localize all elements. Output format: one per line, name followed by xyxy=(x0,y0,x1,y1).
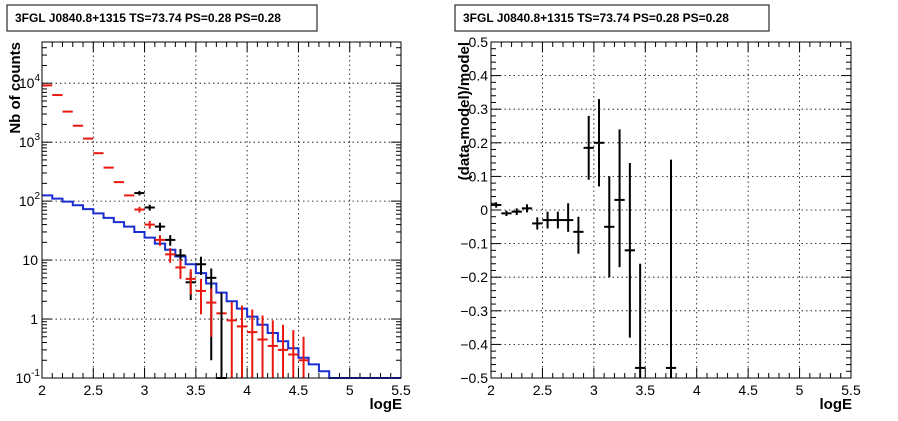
data-point xyxy=(144,204,155,211)
residual-point xyxy=(604,176,615,278)
left-x-tick-label: 3.5 xyxy=(186,382,206,398)
left-x-tick-label: 4 xyxy=(243,382,251,398)
right-y-tick-label: 0.5 xyxy=(469,34,489,50)
model-point xyxy=(185,269,196,295)
right-y-tick-label: −0.2 xyxy=(460,269,488,285)
left-plot-frame xyxy=(41,41,402,379)
right-y-tick-label: −0.4 xyxy=(460,336,488,352)
right-chart-title: 3FGL J0840.8+1315 TS=73.74 PS=0.28 PS=0.… xyxy=(463,11,729,25)
model-point xyxy=(175,259,186,279)
data-point xyxy=(134,190,145,196)
residual-point xyxy=(521,204,533,213)
left-chart-title: 3FGL J0840.8+1315 TS=73.74 PS=0.28 PS=0.… xyxy=(15,11,281,25)
residual-point xyxy=(624,162,635,338)
left-y-tick-label: 10-1 xyxy=(16,368,41,386)
residual-point xyxy=(665,159,677,378)
residual-point xyxy=(501,210,512,217)
residual-point xyxy=(593,99,605,187)
model-point xyxy=(195,278,207,315)
residual-point xyxy=(542,211,553,229)
right-y-tick-label: 0 xyxy=(480,202,488,218)
residual-point xyxy=(583,115,594,180)
residual-point xyxy=(491,202,502,208)
residual-point xyxy=(552,211,563,229)
model-point xyxy=(236,305,248,378)
right-y-tick-label: 0.4 xyxy=(469,68,489,84)
left-x-tick-label: 5 xyxy=(346,382,354,398)
model-point xyxy=(206,288,217,337)
left-x-axis-title: logE xyxy=(370,396,403,413)
right-y-tick-label: 0.3 xyxy=(469,101,489,117)
left-x-tick-label: 3 xyxy=(141,382,149,398)
left-x-tick-label: 2.5 xyxy=(84,382,104,398)
model-point xyxy=(277,324,289,378)
right-plot-frame xyxy=(490,41,852,379)
right-x-tick-label: 4 xyxy=(693,382,701,398)
right-y-tick-label: −0.5 xyxy=(460,370,488,386)
data-point xyxy=(195,256,207,275)
residual-point xyxy=(573,216,584,254)
residual-point xyxy=(614,129,625,268)
model-point xyxy=(247,309,258,378)
residual-point xyxy=(635,263,646,378)
data-point xyxy=(165,235,176,246)
right-y-tick-label: −0.3 xyxy=(460,303,488,319)
residuals-panel: 3FGL J0840.8+1315 TS=73.74 PS=0.28 PS=0.… xyxy=(454,4,861,413)
background-model-histogram xyxy=(42,194,401,379)
right-x-tick-label: 2.5 xyxy=(533,382,553,398)
right-y-tick-label: 0.2 xyxy=(469,135,489,151)
model-point xyxy=(165,248,176,263)
right-x-tick-label: 2 xyxy=(487,382,495,398)
model-point xyxy=(144,221,155,229)
counts-spectrum-panel: 3FGL J0840.8+1315 TS=73.74 PS=0.28 PS=0.… xyxy=(6,4,411,413)
residual-point xyxy=(511,208,522,216)
left-y-axis-title: Nb of counts xyxy=(7,42,24,134)
right-title-box xyxy=(454,4,770,32)
residual-point xyxy=(563,203,574,232)
model-point xyxy=(134,206,145,213)
right-x-axis-title: logE xyxy=(820,396,853,413)
model-point xyxy=(154,235,166,246)
right-x-tick-label: 5 xyxy=(796,382,804,398)
data-point xyxy=(154,222,166,232)
model-point xyxy=(267,320,278,378)
left-y-tick-label: 102 xyxy=(19,191,41,209)
model-point xyxy=(257,315,268,378)
left-x-tick-label: 4.5 xyxy=(289,382,309,398)
right-x-tick-label: 3 xyxy=(590,382,598,398)
residual-point xyxy=(532,217,543,230)
left-y-tick-label: 1 xyxy=(30,311,38,327)
right-y-tick-label: −0.1 xyxy=(460,236,488,252)
left-y-tick-label: 103 xyxy=(19,132,41,150)
left-y-tick-label: 104 xyxy=(19,73,41,91)
right-x-tick-label: 4.5 xyxy=(738,382,758,398)
right-y-axis-title: (data-model)/model xyxy=(456,42,473,180)
right-y-tick-label: 0.1 xyxy=(469,168,489,184)
model-point xyxy=(298,336,309,378)
left-x-tick-label: 5.5 xyxy=(391,382,411,398)
left-x-tick-label: 2 xyxy=(38,382,46,398)
model-point xyxy=(226,301,237,378)
left-title-box xyxy=(6,4,318,32)
left-y-tick-label: 10 xyxy=(22,252,38,268)
right-x-tick-label: 5.5 xyxy=(841,382,861,398)
model-point xyxy=(288,330,299,378)
right-x-tick-label: 3.5 xyxy=(636,382,656,398)
